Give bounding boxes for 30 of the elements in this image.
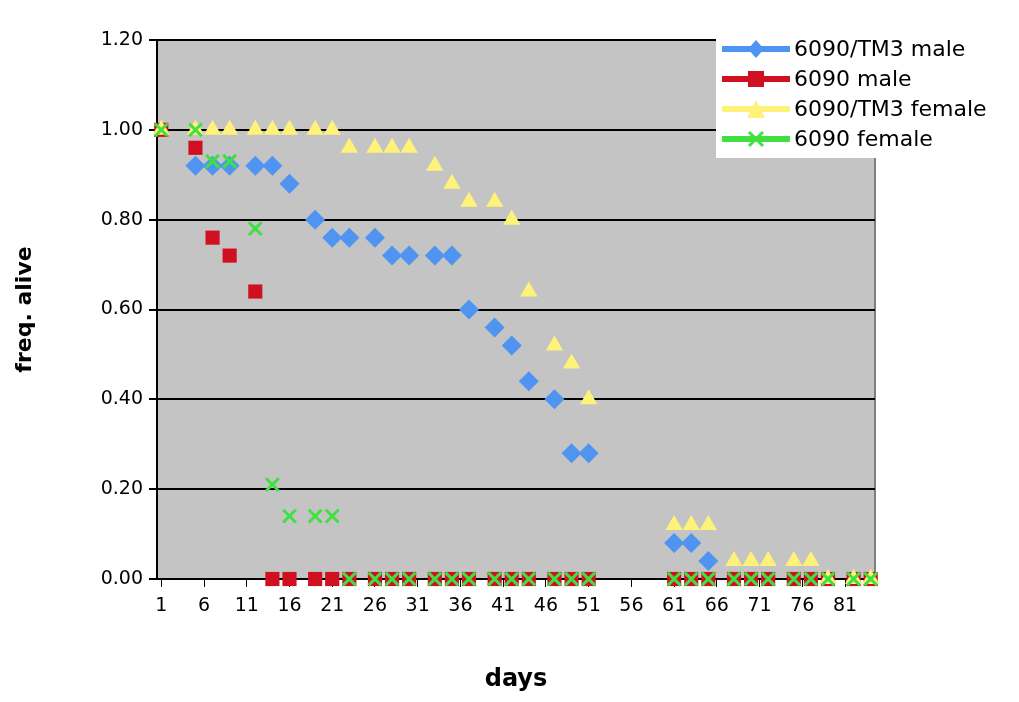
legend-label: 6090/TM3 female <box>794 95 987 123</box>
x-tick-label: 46 <box>533 593 559 616</box>
y-tick-label: 0.20 <box>100 476 143 499</box>
y-tick-label: 0.40 <box>100 386 143 409</box>
x-tick-label: 21 <box>320 593 345 616</box>
x-tick-label: 31 <box>405 593 430 616</box>
x-tick-label: 61 <box>662 593 687 616</box>
y-tick-label: 1.20 <box>100 26 143 49</box>
legend-label: 6090 female <box>794 125 933 153</box>
x-tick-label: 11 <box>234 593 259 616</box>
x-tick-label: 1 <box>155 593 168 616</box>
x-tick-label: 81 <box>832 593 858 616</box>
y-tick-label: 1.00 <box>100 116 143 139</box>
x-tick-label: 51 <box>576 593 601 616</box>
x-tick-label: 56 <box>619 593 644 616</box>
x-tick-label: 16 <box>277 593 302 616</box>
x-tick-label: 66 <box>704 593 729 616</box>
x-tick-label: 41 <box>491 593 516 616</box>
legend-label: 6090/TM3 male <box>794 35 966 63</box>
x-axis-title: days <box>484 663 548 692</box>
y-tick-label: 0.80 <box>100 206 143 229</box>
x-tick-label: 6 <box>197 593 211 616</box>
x-tick-label: 26 <box>362 593 388 616</box>
x-tick-label: 76 <box>790 593 815 616</box>
y-tick-label: 0.00 <box>100 565 143 588</box>
y-tick-label: 0.60 <box>100 296 143 319</box>
x-tick-label: 36 <box>448 593 473 616</box>
x-tick-label: 71 <box>747 593 772 616</box>
legend-label: 6090 male <box>794 65 912 93</box>
y-axis-title: freq. alive <box>10 246 36 373</box>
